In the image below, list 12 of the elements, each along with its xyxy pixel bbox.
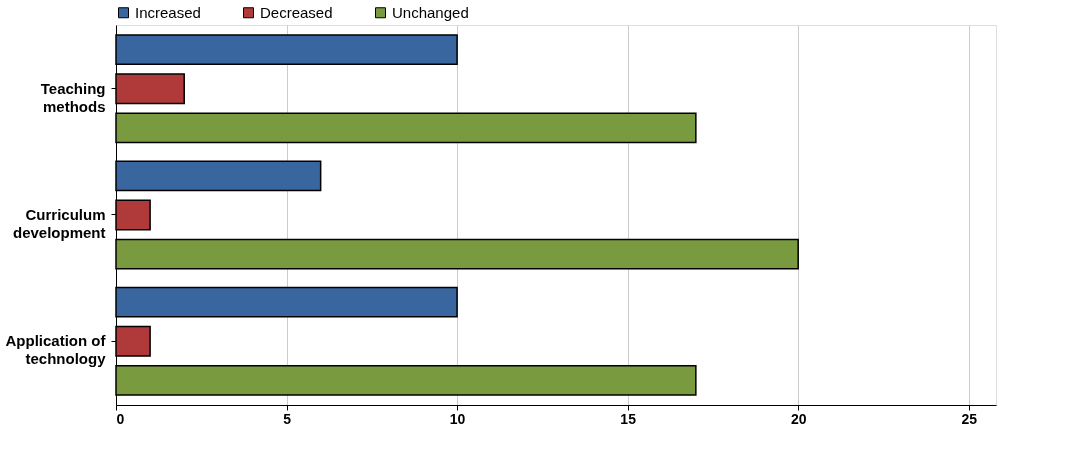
y-tick-label: Teaching methods	[40, 79, 106, 115]
x-tick-label: 5	[283, 410, 292, 427]
x-tick-label: 10	[449, 410, 466, 427]
x-tick-label: 0	[116, 410, 125, 427]
x-tick-label: 25	[961, 410, 978, 427]
x-tick-label: 20	[790, 410, 807, 427]
y-tick-label: Curriculum development	[12, 206, 106, 241]
x-tick-label: 15	[620, 410, 637, 427]
legend-label: Decreased	[260, 3, 333, 21]
legend-label: Unchanged	[392, 3, 469, 21]
legend-label: Increased	[135, 3, 201, 21]
y-tick-label: Application of technology	[5, 332, 107, 368]
